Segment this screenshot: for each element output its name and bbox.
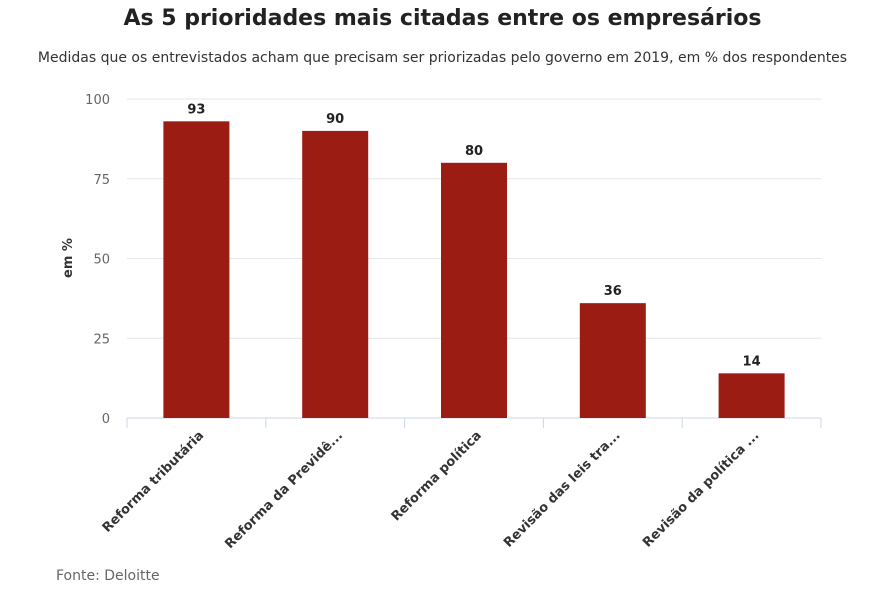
source-note: Fonte: Deloitte — [56, 568, 160, 584]
y-tick-label: 0 — [102, 412, 110, 427]
data-label: 36 — [604, 284, 622, 299]
x-tick-label: Reforma tributária — [100, 428, 207, 535]
bar — [579, 303, 646, 418]
y-axis-label: em % — [61, 238, 76, 278]
chart-subtitle: Medidas que os entrevistados acham que p… — [37, 50, 848, 66]
chart-title: As 5 prioridades mais citadas entre os e… — [123, 6, 762, 31]
y-tick-label: 75 — [93, 173, 110, 188]
data-label: 14 — [743, 354, 761, 369]
bar — [718, 373, 785, 418]
bar — [302, 130, 369, 418]
bar — [163, 121, 230, 418]
y-tick-label: 100 — [85, 93, 110, 108]
x-tick-label: Revisão das leis tra... — [501, 428, 624, 551]
x-tick-label: Reforma política — [389, 428, 485, 524]
bar — [441, 162, 507, 418]
y-tick-label: 50 — [93, 253, 110, 268]
x-tick-label: Revisão da política ... — [640, 428, 762, 550]
data-label: 93 — [187, 102, 205, 117]
x-tick-label: Reforma da Previdê... — [222, 428, 346, 552]
data-label: 80 — [465, 144, 483, 159]
y-tick-label: 25 — [93, 332, 110, 347]
data-label: 90 — [326, 112, 344, 127]
